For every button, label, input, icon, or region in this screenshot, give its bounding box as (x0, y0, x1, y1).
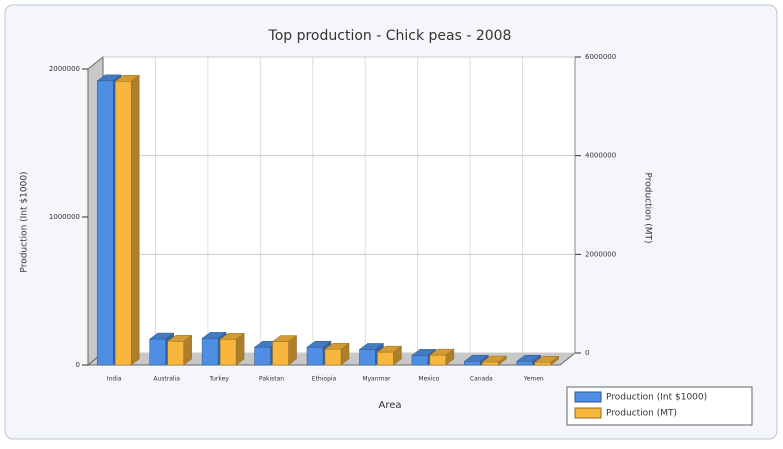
bar (114, 81, 132, 366)
y2-tick-label: 2000000 (585, 250, 616, 258)
y2-tick-label: 0 (585, 349, 589, 357)
y-tick-label: 0 (76, 361, 80, 369)
legend-swatch (574, 407, 602, 419)
bar (482, 361, 499, 366)
bar (464, 361, 481, 366)
y2-axis-title: Production (MT) (643, 172, 653, 243)
x-tick-label: Yemen (523, 376, 544, 383)
y-tick-label: 2000000 (49, 65, 80, 73)
bar (219, 339, 237, 366)
x-axis-title: Area (378, 400, 401, 411)
bar (377, 351, 394, 366)
y-axis-title: Production (Int $1000) (20, 171, 30, 272)
bar (149, 338, 166, 366)
chart-title: Top production - Chick peas - 2008 (268, 28, 512, 44)
bar (254, 346, 271, 366)
x-tick-label: Pakistan (259, 376, 284, 383)
bar (359, 349, 376, 366)
bar (201, 338, 219, 366)
bar-side (130, 74, 140, 366)
bar (167, 341, 184, 366)
bar (411, 355, 429, 366)
x-tick-label: Myanmar (362, 376, 391, 383)
legend: Production (Int $1000) Production (MT) (566, 386, 753, 426)
back-wall (102, 56, 576, 354)
y2-tick-label: 6000000 (585, 53, 616, 61)
x-tick-label: Canada (470, 376, 493, 383)
bar (306, 346, 324, 366)
legend-label: Production (MT) (606, 409, 677, 419)
y2-tick-label: 4000000 (585, 152, 616, 160)
x-tick-label: Australia (153, 376, 180, 383)
legend-label: Production (Int $1000) (606, 393, 707, 403)
x-tick-label: Ethiopia (312, 376, 337, 383)
legend-swatch (574, 391, 602, 403)
bar (516, 361, 534, 366)
x-tick-label: Turkey (208, 376, 229, 383)
bar (534, 362, 552, 366)
bar (272, 341, 289, 366)
bar (324, 348, 342, 366)
bar (96, 80, 114, 366)
y-tick-label: 1000000 (49, 213, 80, 221)
x-tick-label: Mexico (418, 376, 439, 383)
x-tick-label: India (107, 376, 122, 383)
bar (429, 354, 447, 366)
